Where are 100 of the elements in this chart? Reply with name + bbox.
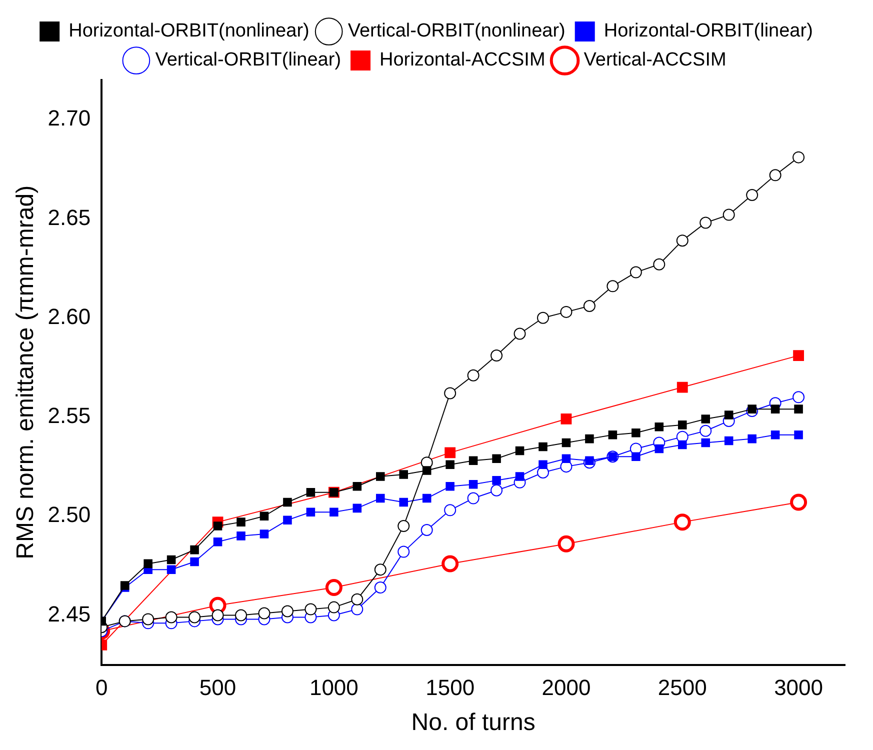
y-tick-label: 2.55 xyxy=(48,403,91,428)
point xyxy=(724,410,734,420)
point xyxy=(235,609,248,622)
y-tick-label: 2.65 xyxy=(48,204,91,230)
point xyxy=(558,535,575,552)
point xyxy=(306,508,316,517)
point xyxy=(678,420,687,430)
point xyxy=(560,306,572,318)
legend-label: Horizontal-ORBIT(nonlinear) xyxy=(68,20,310,42)
point xyxy=(446,482,454,491)
legend-label: Horizontal-ACCSIM xyxy=(380,50,546,71)
point xyxy=(351,603,364,616)
point xyxy=(492,476,501,485)
point xyxy=(398,520,410,532)
point xyxy=(514,328,526,340)
point xyxy=(701,414,710,424)
x-tick-label: 1500 xyxy=(426,675,475,700)
point xyxy=(790,494,808,511)
point xyxy=(306,488,316,497)
point xyxy=(794,430,803,440)
point xyxy=(446,460,454,469)
point xyxy=(467,492,480,504)
point xyxy=(330,508,338,517)
point xyxy=(490,350,503,362)
point xyxy=(701,438,710,448)
point xyxy=(444,387,456,400)
point xyxy=(793,350,804,361)
point xyxy=(583,300,596,312)
legend-label: Vertical-ORBIT(nonlinear) xyxy=(348,20,566,42)
point xyxy=(166,555,176,564)
point xyxy=(654,444,664,454)
point xyxy=(515,446,524,456)
point xyxy=(770,430,780,440)
point xyxy=(165,611,178,624)
y-axis-title: RMS norm. emittance (πmm-mrad) xyxy=(12,185,40,560)
point xyxy=(351,593,364,606)
point xyxy=(422,494,432,503)
point xyxy=(420,524,433,536)
point xyxy=(769,169,782,182)
point xyxy=(608,430,618,440)
legend-label: Vertical-ACCSIM xyxy=(584,50,726,71)
point xyxy=(399,470,408,479)
point xyxy=(376,472,385,481)
point xyxy=(283,498,292,507)
x-tick-label: 3000 xyxy=(774,675,824,700)
point xyxy=(538,460,548,469)
point xyxy=(260,512,269,521)
point xyxy=(166,565,176,574)
point xyxy=(398,546,410,558)
point xyxy=(490,484,503,496)
point xyxy=(442,555,459,572)
point xyxy=(722,208,735,221)
point xyxy=(213,522,222,530)
point xyxy=(676,382,688,393)
y-tick-label: 2.60 xyxy=(48,304,91,329)
point xyxy=(283,516,292,524)
point xyxy=(700,216,712,229)
x-tick-label: 2500 xyxy=(658,675,707,700)
point xyxy=(632,452,640,462)
point xyxy=(212,609,224,622)
point xyxy=(352,482,362,491)
point xyxy=(654,422,664,432)
legend-label: Vertical-ORBIT(linear) xyxy=(155,50,342,71)
point xyxy=(399,498,408,507)
point xyxy=(281,605,294,618)
x-tick-label: 1000 xyxy=(309,675,358,700)
point xyxy=(190,545,199,554)
point xyxy=(632,428,640,438)
point xyxy=(792,391,805,404)
point xyxy=(630,266,642,278)
point xyxy=(444,504,456,516)
point xyxy=(376,494,385,503)
point xyxy=(537,312,549,324)
point xyxy=(794,404,803,414)
point xyxy=(676,234,688,247)
point xyxy=(562,438,571,448)
point xyxy=(374,581,386,594)
point xyxy=(700,424,712,437)
point xyxy=(748,434,756,444)
point xyxy=(188,611,201,624)
y-tick-label: 2.50 xyxy=(48,502,91,528)
point xyxy=(304,603,317,616)
point xyxy=(328,601,340,614)
point xyxy=(467,369,480,382)
x-axis-title: No. of turns xyxy=(411,709,536,736)
point xyxy=(585,456,594,466)
point xyxy=(352,504,362,513)
point xyxy=(585,434,594,444)
point xyxy=(236,518,246,526)
point xyxy=(422,466,432,475)
point xyxy=(562,454,571,464)
point xyxy=(468,456,478,466)
point xyxy=(515,472,524,481)
point xyxy=(792,151,805,164)
point xyxy=(492,454,501,464)
point xyxy=(374,564,386,576)
x-tick-label: 0 xyxy=(95,675,108,700)
point xyxy=(538,442,548,452)
point xyxy=(560,414,572,424)
point xyxy=(468,480,478,489)
